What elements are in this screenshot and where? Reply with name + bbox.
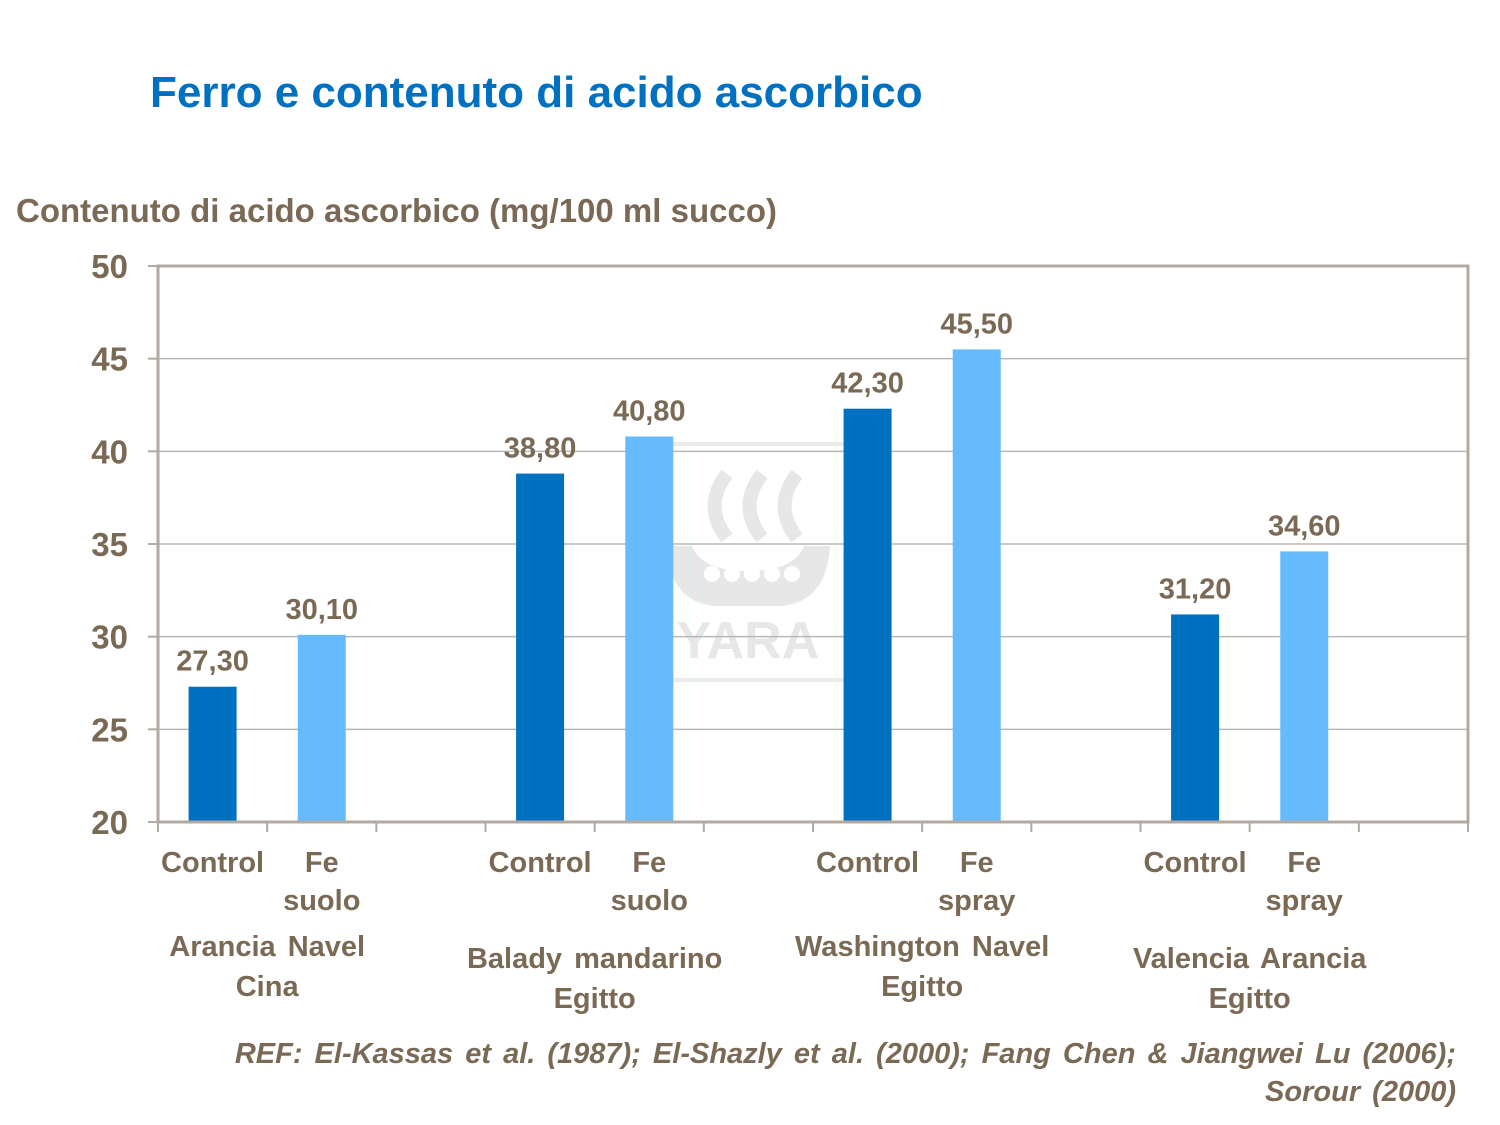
bar <box>1280 551 1329 822</box>
bars <box>188 349 1329 822</box>
group-label: Egitto <box>881 971 963 1003</box>
group-label: Balady mandarino <box>467 943 722 975</box>
yara-logo-watermark: YARA <box>628 442 868 682</box>
x-tick-label: Fe <box>305 847 339 879</box>
y-tick-label: 45 <box>91 341 128 378</box>
data-label: 38,80 <box>504 433 577 465</box>
data-label: 40,80 <box>613 396 686 428</box>
watermark-text: YARA <box>677 612 820 670</box>
yara-ship-icon: YARA <box>667 469 830 670</box>
y-tick-label: 20 <box>91 804 128 841</box>
bar <box>297 634 346 822</box>
y-tick-label: 50 <box>91 248 128 285</box>
page-title: Ferro e contenuto di acido ascorbico <box>150 68 923 117</box>
y-axis-label: Contenuto di acido ascorbico (mg/100 ml … <box>16 192 777 229</box>
data-label: 30,10 <box>285 594 358 626</box>
group-label: Egitto <box>1209 983 1291 1015</box>
group-label: Arancia Navel <box>169 931 365 963</box>
x-tick-label: Control <box>816 847 919 879</box>
x-tick-label: Control <box>489 847 592 879</box>
group-label: Washington Navel <box>795 931 1049 963</box>
x-tick-label: Fe <box>960 847 994 879</box>
data-label: 31,20 <box>1159 573 1232 605</box>
axes <box>148 264 1470 832</box>
bar-chart: 20 25 30 35 40 45 50 27,30 Control 30,10 Fe suolo Ar… <box>91 248 1470 1015</box>
x-tick-label: spray <box>938 885 1015 917</box>
bar <box>843 408 892 822</box>
x-tick-label: suolo <box>611 885 688 917</box>
x-tick-label: Control <box>1144 847 1247 879</box>
x-tick-label: spray <box>1266 885 1343 917</box>
group-label: Cina <box>236 971 300 1003</box>
data-label: 27,30 <box>176 646 249 678</box>
y-tick-label: 25 <box>91 711 128 748</box>
bar <box>188 686 237 822</box>
reference-note: REF: El-Kassas et al. (1987); El-Shazly … <box>234 1038 1456 1108</box>
x-tick-label: Fe <box>632 847 666 879</box>
y-tick-label: 35 <box>91 526 128 563</box>
data-label: 34,60 <box>1268 510 1341 542</box>
bar <box>625 436 674 822</box>
data-label: 42,30 <box>831 368 904 400</box>
bar <box>1171 614 1220 822</box>
labels: 20 25 30 35 40 45 50 27,30 Control 30,10 Fe suolo Ar… <box>91 248 1367 1015</box>
grid-lines <box>158 265 1468 731</box>
y-tick-label: 40 <box>91 433 128 470</box>
group-label: Egitto <box>554 983 636 1015</box>
y-tick-label: 30 <box>91 619 128 656</box>
bar <box>516 473 565 822</box>
data-label: 45,50 <box>940 308 1013 340</box>
x-tick-label: suolo <box>283 885 360 917</box>
x-tick-label: Control <box>161 847 264 879</box>
group-label: Valencia Arancia <box>1133 943 1367 975</box>
x-tick-label: Fe <box>1287 847 1321 879</box>
bar <box>952 349 1001 822</box>
